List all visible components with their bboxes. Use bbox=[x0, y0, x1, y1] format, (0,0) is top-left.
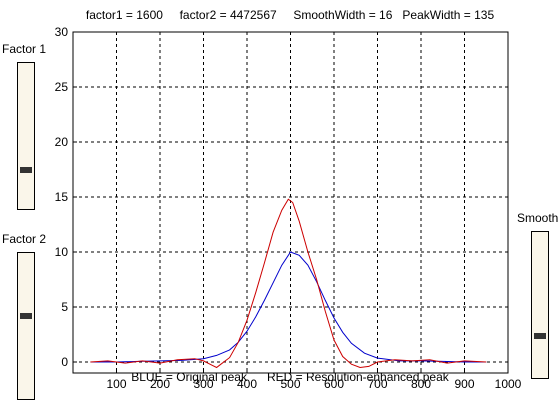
factor1-slider-thumb[interactable] bbox=[20, 167, 32, 173]
smooth-slider-label: Smooth bbox=[517, 211, 559, 225]
x-tick-label: 200 bbox=[150, 377, 170, 391]
x-tick-label: 300 bbox=[193, 377, 213, 391]
y-tick-label: 15 bbox=[55, 190, 69, 204]
factor2-slider[interactable] bbox=[17, 252, 35, 400]
x-tick-label: 600 bbox=[324, 377, 344, 391]
x-tick-label: 100 bbox=[106, 377, 126, 391]
chart-title: factor1 = 1600 factor2 = 4472567 SmoothW… bbox=[85, 8, 495, 22]
x-tick-label: 1000 bbox=[495, 377, 522, 391]
factor2-slider-thumb[interactable] bbox=[20, 313, 32, 319]
y-tick-label: 30 bbox=[55, 25, 69, 39]
smooth-slider[interactable] bbox=[531, 231, 549, 379]
x-tick-label: 400 bbox=[237, 377, 257, 391]
x-tick-label: 700 bbox=[367, 377, 387, 391]
y-tick-label: 10 bbox=[55, 245, 69, 259]
y-tick-label: 0 bbox=[61, 355, 68, 369]
factor1-slider-label: Factor 1 bbox=[2, 42, 47, 56]
x-tick-label: 800 bbox=[411, 377, 431, 391]
enhanced-peak-line bbox=[90, 198, 487, 369]
x-tick-label: 500 bbox=[280, 377, 300, 391]
x-axis-label: BLUE = Original peak RED = Resolution-en… bbox=[131, 370, 449, 384]
factor1-slider[interactable] bbox=[17, 62, 35, 210]
factor2-slider-label: Factor 2 bbox=[2, 232, 47, 246]
x-tick-label: 900 bbox=[454, 377, 474, 391]
smooth-slider-thumb[interactable] bbox=[534, 333, 546, 339]
y-tick-label: 25 bbox=[55, 80, 69, 94]
y-tick-label: 20 bbox=[55, 135, 69, 149]
y-tick-label: 5 bbox=[61, 300, 68, 314]
